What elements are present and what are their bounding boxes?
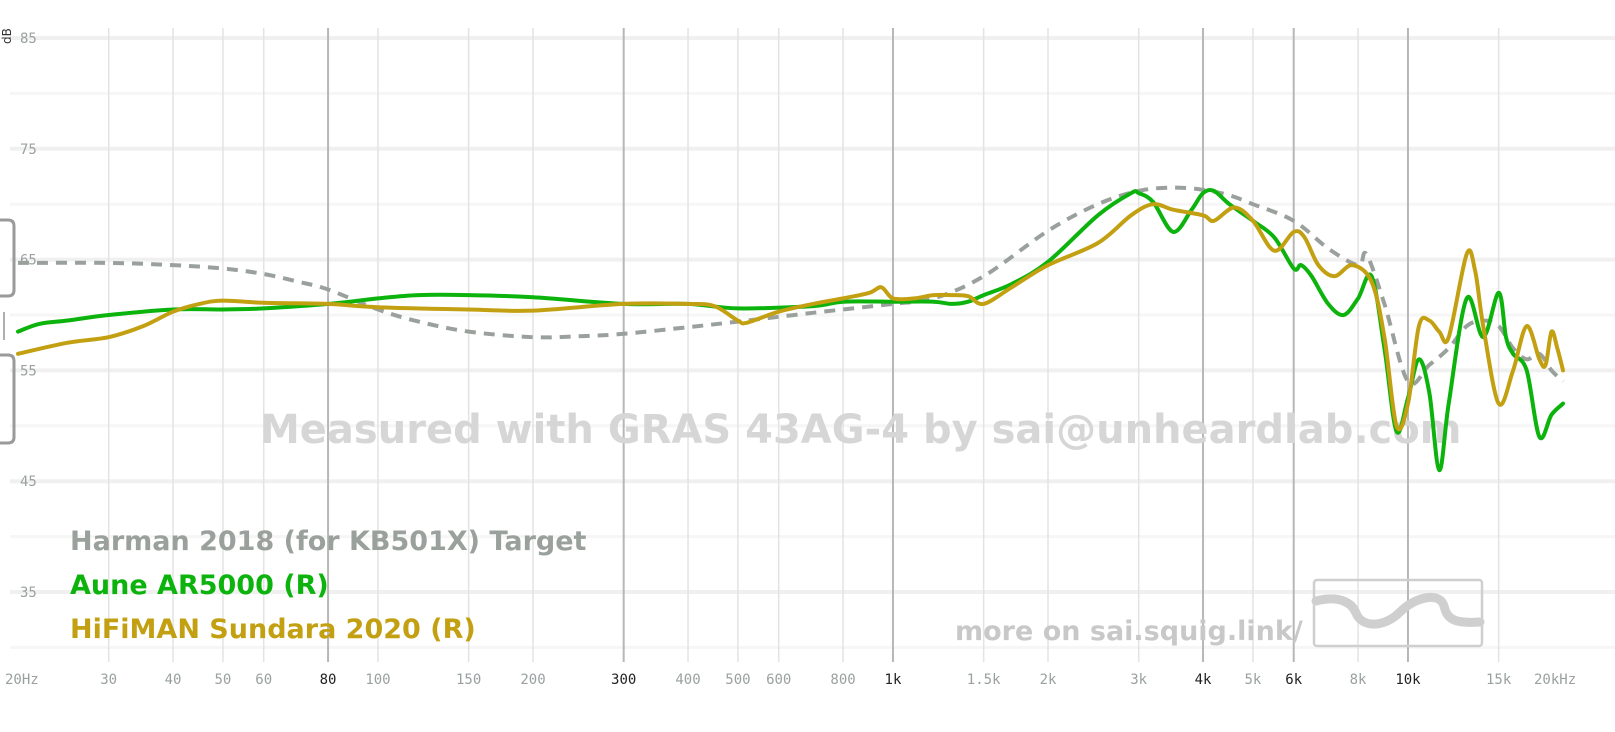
series-line-sundara [16,202,1565,432]
y-tick-label: 35 [20,585,37,601]
x-tick-label: 20kHz [1534,672,1576,688]
measurement-watermark: Measured with GRAS 43AG-4 by sai@unheard… [260,407,1461,453]
x-tick-label: 300 [611,672,636,688]
legend-aune[interactable]: Aune AR5000 (R) [70,570,329,601]
x-tick-label: 6k [1285,672,1302,688]
legend-sundara[interactable]: HiFiMAN Sundara 2020 (R) [70,614,476,645]
x-tick-label: 80 [320,672,337,688]
x-tick-label: 30 [100,672,117,688]
x-tick-label: 10k [1395,672,1421,688]
x-tick-label: 1k [885,672,902,688]
x-tick-label: 3k [1130,672,1147,688]
legend-target[interactable]: Harman 2018 (for KB501X) Target [70,526,587,557]
scale-handle[interactable] [0,218,16,445]
x-tick-label: 800 [830,672,855,688]
series-line-aune [16,187,1565,473]
x-tick-label: 4k [1195,672,1212,688]
x-tick-label: 5k [1245,672,1262,688]
x-tick-label: 200 [520,672,545,688]
x-tick-label: 600 [766,672,791,688]
x-tick-label: 8k [1350,672,1367,688]
y-tick-label: 85 [20,31,37,47]
x-tick-label: 400 [675,672,700,688]
x-axis-ticks: 20Hz 30 40 50 60 80 100 150 200 300 400 500 600 800 1k… [5,672,1576,688]
series-line-target [17,185,1565,386]
x-tick-label: 1.5k [967,672,1001,688]
grid [10,28,1615,662]
y-tick-label: 55 [20,363,37,379]
legend: Harman 2018 (for KB501X) Target Aune AR5… [70,526,587,645]
x-tick-label: 15k [1486,672,1512,688]
x-tick-label: 20Hz [5,672,39,688]
y-axis-unit-label: dB [0,28,14,44]
more-link[interactable]: more on sai.squig.link/ [955,616,1303,647]
x-tick-label: 150 [456,672,481,688]
y-tick-label: 65 [20,253,37,269]
x-tick-label: 60 [255,672,272,688]
squiglink-logo [1311,578,1485,648]
x-tick-label: 2k [1040,672,1057,688]
x-tick-label: 100 [365,672,390,688]
x-tick-label: 40 [165,672,182,688]
x-tick-label: 500 [725,672,750,688]
y-tick-label: 45 [20,474,37,490]
y-tick-label: 75 [20,142,37,158]
series-lines [16,185,1565,473]
x-tick-label: 50 [215,672,232,688]
